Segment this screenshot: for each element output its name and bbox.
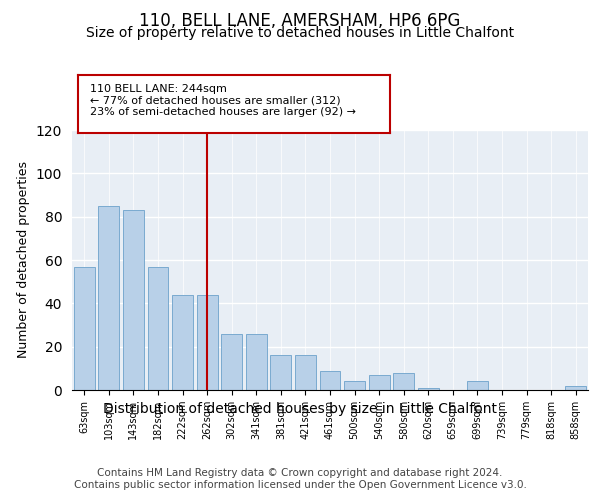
- Bar: [344, 382, 365, 390]
- Bar: [172, 294, 193, 390]
- Bar: [393, 372, 414, 390]
- Bar: [565, 386, 586, 390]
- Bar: [320, 370, 340, 390]
- Bar: [74, 266, 95, 390]
- Text: Size of property relative to detached houses in Little Chalfont: Size of property relative to detached ho…: [86, 26, 514, 40]
- Bar: [148, 266, 169, 390]
- Bar: [418, 388, 439, 390]
- Bar: [123, 210, 144, 390]
- Bar: [246, 334, 267, 390]
- Text: Contains HM Land Registry data © Crown copyright and database right 2024.
Contai: Contains HM Land Registry data © Crown c…: [74, 468, 526, 490]
- Bar: [295, 356, 316, 390]
- Y-axis label: Number of detached properties: Number of detached properties: [17, 162, 31, 358]
- Bar: [368, 375, 389, 390]
- Text: Distribution of detached houses by size in Little Chalfont: Distribution of detached houses by size …: [103, 402, 497, 416]
- Text: 110, BELL LANE, AMERSHAM, HP6 6PG: 110, BELL LANE, AMERSHAM, HP6 6PG: [139, 12, 461, 30]
- Bar: [271, 356, 292, 390]
- Bar: [221, 334, 242, 390]
- Bar: [467, 382, 488, 390]
- Text: 110 BELL LANE: 244sqm
← 77% of detached houses are smaller (312)
23% of semi-det: 110 BELL LANE: 244sqm ← 77% of detached …: [91, 84, 356, 117]
- Bar: [197, 294, 218, 390]
- Bar: [98, 206, 119, 390]
